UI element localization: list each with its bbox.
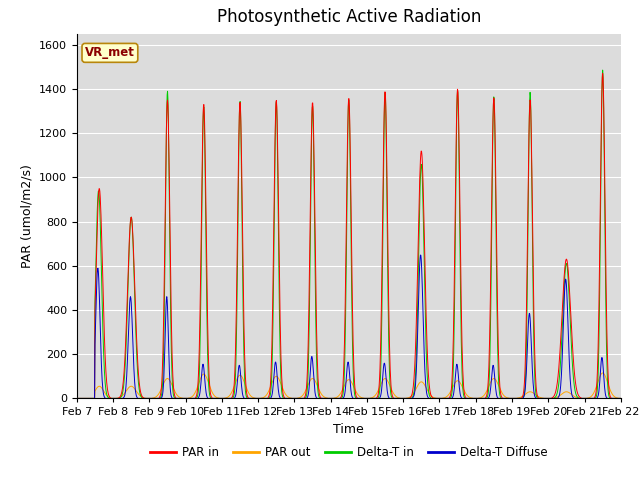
Title: Photosynthetic Active Radiation: Photosynthetic Active Radiation: [216, 9, 481, 26]
Legend: PAR in, PAR out, Delta-T in, Delta-T Diffuse: PAR in, PAR out, Delta-T in, Delta-T Dif…: [145, 441, 552, 464]
Y-axis label: PAR (umol/m2/s): PAR (umol/m2/s): [20, 164, 33, 268]
Text: VR_met: VR_met: [85, 47, 135, 60]
X-axis label: Time: Time: [333, 423, 364, 436]
